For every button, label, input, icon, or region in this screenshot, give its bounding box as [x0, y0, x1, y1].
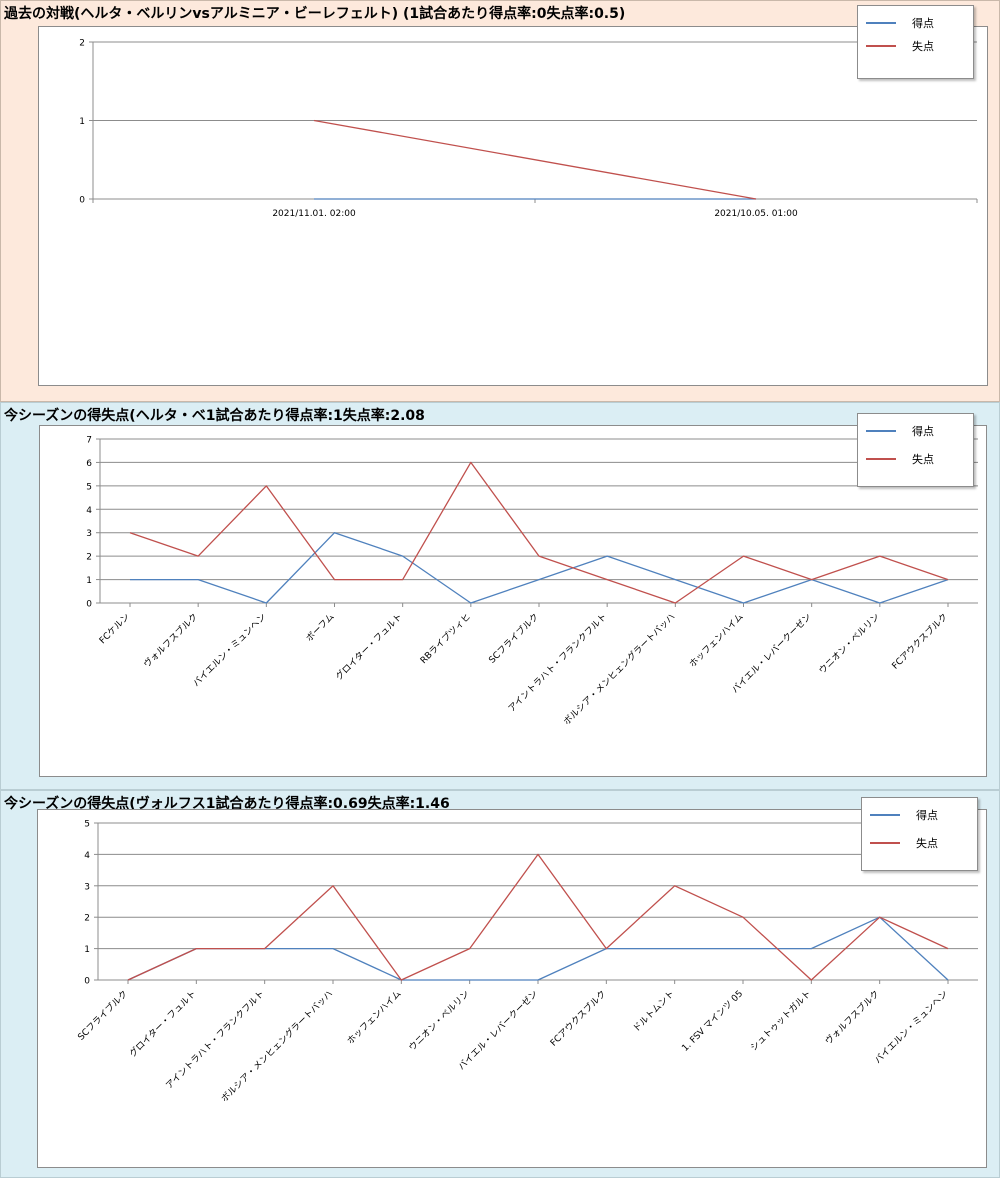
y-tick-label: 0 — [79, 196, 85, 206]
legend-label-goals: 得点 — [916, 809, 938, 822]
x-category-label: ボルシア・メンヒェングラートバッハ — [218, 988, 335, 1105]
x-category-label: SCフライブルク — [486, 611, 541, 666]
series-line-conceded — [313, 119, 757, 200]
legend-item-goals: 得点 — [866, 424, 934, 438]
legend-label-goals: 得点 — [912, 17, 934, 30]
x-category-label: FCケルン — [97, 611, 132, 646]
x-category-label: ヴォルフスブルク — [822, 988, 881, 1047]
y-tick-label: 5 — [86, 482, 92, 492]
legend-label-conceded: 失点 — [916, 837, 938, 850]
x-category-label: グロイター・フュルト — [333, 611, 405, 683]
chart-legend: 得点 失点 — [857, 5, 974, 79]
legend-line-goals — [866, 430, 896, 432]
y-tick-label: 4 — [84, 851, 90, 861]
y-tick-label: 3 — [86, 529, 92, 539]
x-category-label: シュトゥットガルト — [748, 988, 813, 1053]
panel-title: 過去の対戦(ヘルタ・ベルリンvsアルミニア・ビーレフェルト) (1試合あたり得点… — [4, 6, 626, 22]
x-category-label: ウニオン・ベルリン — [407, 988, 472, 1053]
y-tick-label: 3 — [84, 882, 90, 892]
y-tick-label: 5 — [84, 820, 90, 830]
series-line-conceded — [127, 853, 949, 981]
x-category-label: SCフライブルク — [75, 988, 130, 1043]
y-tick-label: 2 — [86, 553, 92, 563]
x-category-label: ホッフェンハイム — [687, 611, 745, 669]
head-to-head-chart: 0 1 2 2021/11.01. 02:00 2021/10.05. 01:00 — [38, 26, 988, 386]
wolfsburg-season-plot: 012345SCフライブルクグロイター・フュルトアイントラハト・フランクフルトボ… — [75, 820, 978, 1105]
series-line-goals — [130, 532, 949, 604]
legend-line-conceded — [870, 842, 900, 844]
legend-line-goals — [866, 22, 896, 24]
x-category-label: ドルトムント — [631, 988, 677, 1034]
x-category-label: RBライプツィヒ — [418, 611, 473, 666]
x-category-label: グロイター・フュルト — [127, 988, 199, 1060]
legend-label-goals: 得点 — [912, 425, 934, 438]
x-category-label: バイエルン・ミュンヘン — [191, 611, 269, 689]
hertha-season-panel: 今シーズンの得失点(ヘルタ・ベ1試合あたり得点率:1失点率:2.08 0 1 2 3 4… — [0, 402, 1000, 790]
y-tick-label: 7 — [86, 436, 92, 446]
head-to-head-plot: 0 1 2 2021/11.01. 02:00 2021/10.05. 01:00 — [79, 39, 978, 219]
legend-line-conceded — [866, 45, 896, 47]
legend-label-conceded: 失点 — [912, 40, 934, 53]
y-tick-label: 0 — [84, 977, 90, 987]
x-category-label: 2021/11.01. 02:00 — [272, 209, 356, 219]
chart-legend: 得点 失点 — [861, 797, 978, 871]
legend-item-goals: 得点 — [870, 808, 938, 822]
legend-label-conceded: 失点 — [912, 453, 934, 466]
x-category-label: ボーフム — [304, 611, 337, 644]
wolfsburg-season-panel: 今シーズンの得失点(ヴォルフス1試合あたり得点率:0.69失点率:1.46 0 1… — [0, 790, 1000, 1178]
y-tick-label: 6 — [86, 459, 92, 469]
panel-title: 今シーズンの得失点(ヘルタ・ベ1試合あたり得点率:1失点率:2.08 — [4, 408, 425, 424]
head-to-head-panel: 過去の対戦(ヘルタ・ベルリンvsアルミニア・ビーレフェルト) (1試合あたり得点… — [0, 0, 1000, 402]
x-category-label: 2021/10.05. 01:00 — [714, 209, 798, 219]
legend-line-goals — [870, 814, 900, 816]
y-tick-label: 2 — [79, 39, 85, 49]
x-category-label: ホッフェンハイム — [345, 988, 403, 1046]
legend-item-conceded: 失点 — [866, 452, 934, 466]
y-tick-label: 1 — [86, 576, 92, 586]
x-category-label: バイエル・レバークーゼン — [729, 611, 814, 696]
x-category-label: FCアウクスブルク — [547, 988, 608, 1049]
x-category-label: ヴォルフスブルク — [141, 611, 200, 670]
y-tick-label: 1 — [79, 117, 85, 127]
legend-line-conceded — [866, 458, 896, 460]
legend-item-goals: 得点 — [866, 16, 934, 30]
y-tick-label: 2 — [84, 914, 90, 924]
x-category-label: FCアウクスブルク — [889, 611, 950, 672]
x-category-label: 1. FSV マインツ 05 — [680, 989, 745, 1054]
hertha-season-chart: 0 1 2 3 4 5 6 7 FCケルン ヴォルフスブルク バイエルン・ミュンヘン ボーフム グロイタ… — [39, 425, 987, 777]
legend-item-conceded: 失点 — [870, 836, 938, 850]
y-tick-label: 4 — [86, 506, 92, 516]
y-tick-label: 0 — [86, 600, 92, 610]
legend-item-conceded: 失点 — [866, 39, 934, 53]
x-category-label: ボルシア・メンヒェングラートバッハ — [561, 611, 678, 728]
x-category-label: ウニオン・ベルリン — [817, 611, 882, 676]
chart-legend: 得点 失点 — [857, 413, 974, 487]
panel-title: 今シーズンの得失点(ヴォルフス1試合あたり得点率:0.69失点率:1.46 — [4, 796, 450, 812]
wolfsburg-season-chart: 0 1 2 3 4 5 SCフライブルク グロイター・フュルト アイントラハト・フランクフルトボ… — [37, 809, 987, 1168]
y-tick-label: 1 — [84, 945, 90, 955]
series-line-conceded — [129, 461, 949, 604]
x-category-label: バイエル・レバークーゼン — [455, 988, 540, 1073]
x-category-label: バイエルン・ミュンヘン — [873, 988, 951, 1066]
